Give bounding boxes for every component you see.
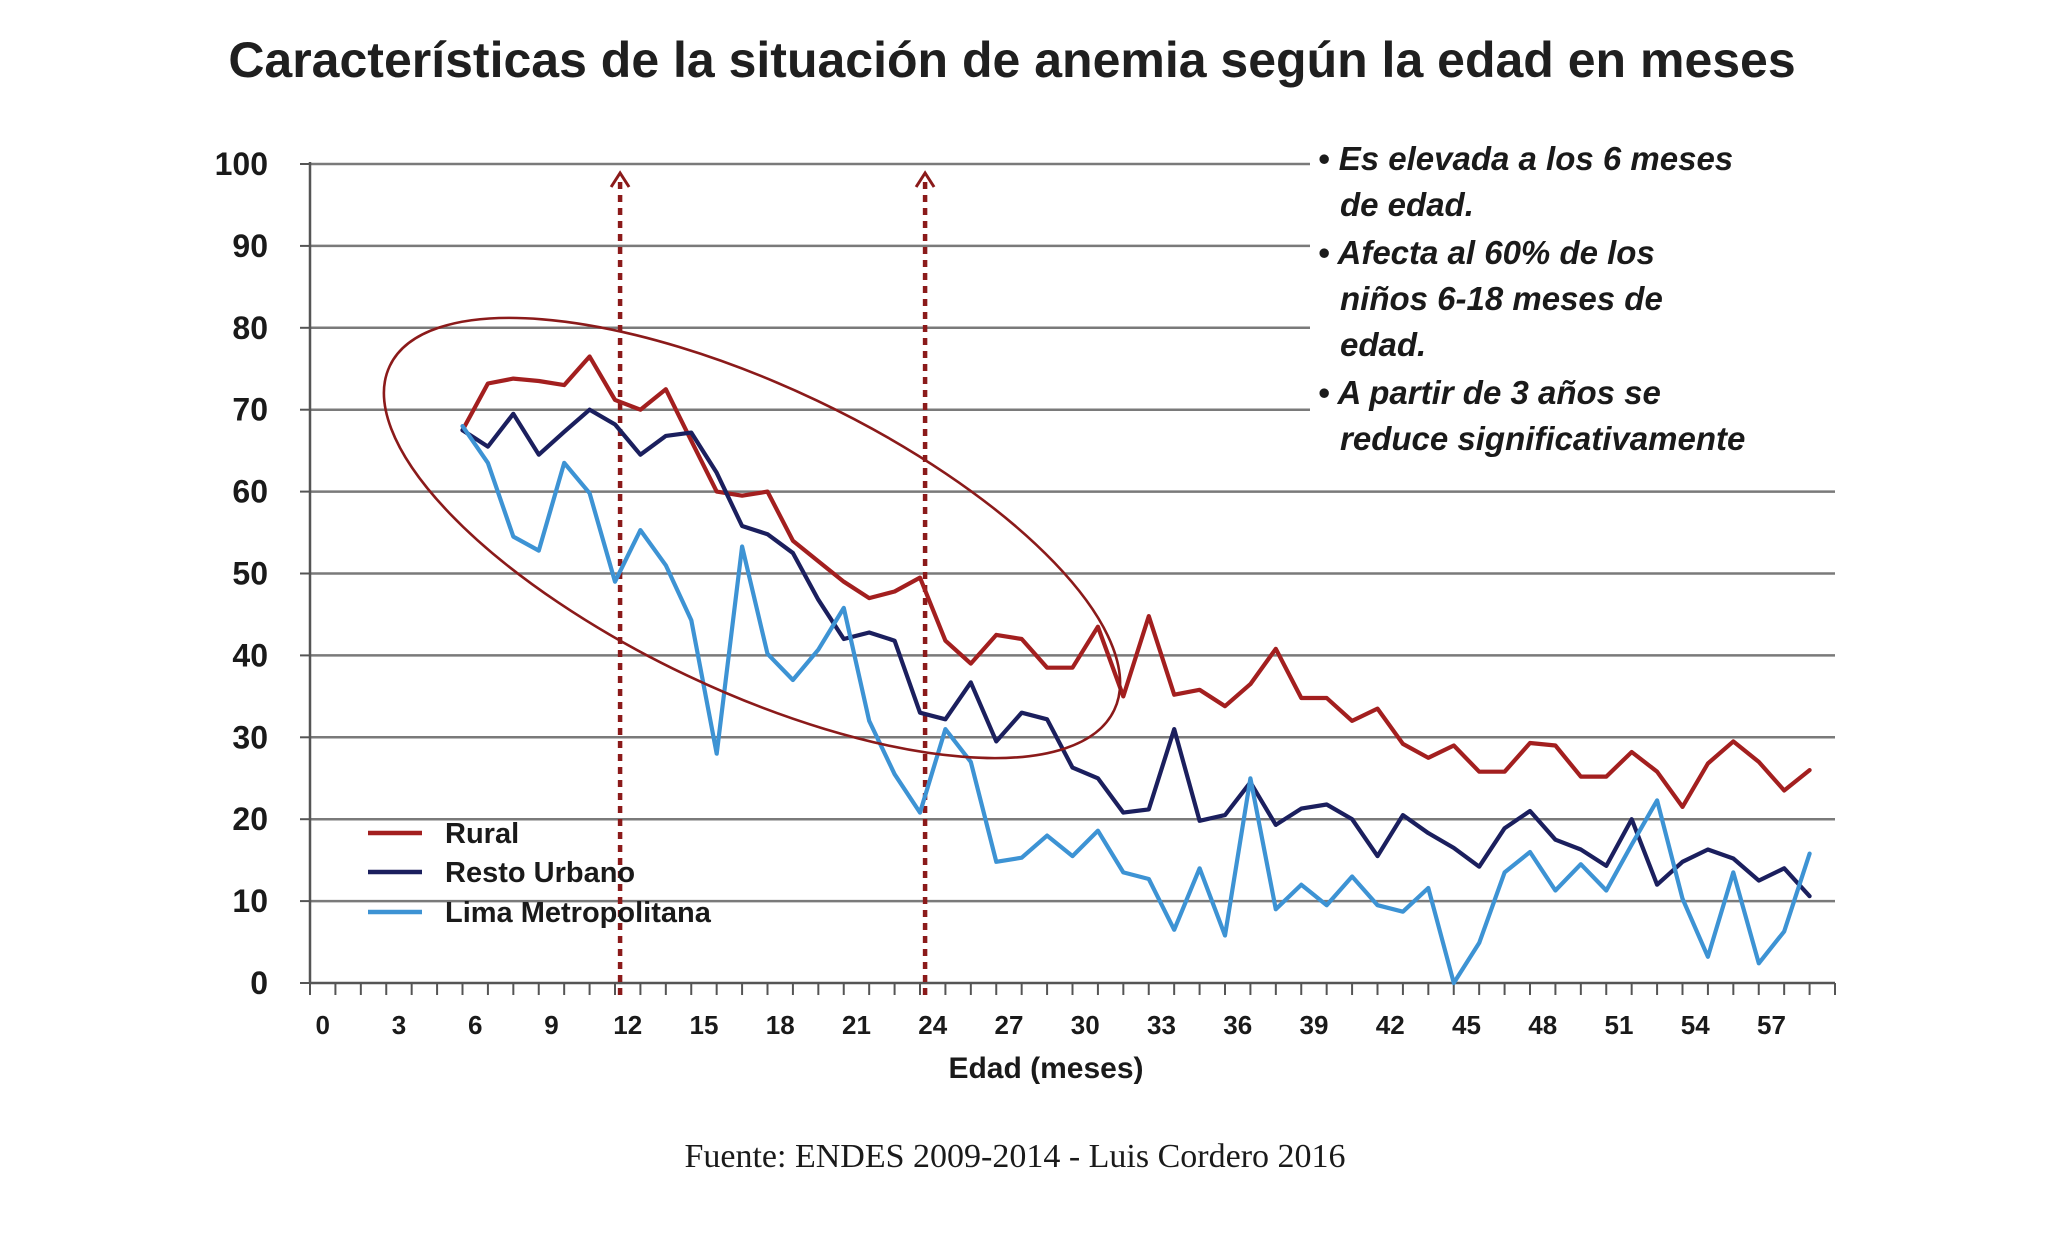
y-axis-tick-labels: 0 10 20 30 40 50 60 70 80 90 100: [215, 146, 268, 1001]
x-tick-label: 39: [1299, 1010, 1328, 1040]
legend-label: Rural: [445, 818, 519, 850]
legend-label: Resto Urbano: [445, 857, 635, 889]
x-tick-label: 51: [1604, 1010, 1633, 1040]
age-marker-lines: [611, 173, 934, 1000]
x-tick-label: 27: [994, 1010, 1023, 1040]
note-line: • A partir de 3 años se: [1318, 374, 1661, 411]
legend-label: Lima Metropolitana: [445, 897, 712, 929]
note-line: edad.: [1340, 326, 1426, 363]
y-tick-label: 0: [250, 965, 268, 1001]
y-tick-label: 20: [232, 801, 268, 837]
note-line: reduce significativamente: [1340, 420, 1745, 457]
x-tick-label: 33: [1147, 1010, 1176, 1040]
x-tick-label: 42: [1376, 1010, 1405, 1040]
x-axis-tick-labels: 0 3 6 9 12 15 18 21 24 27 30 33 36 39 42 45 48 51 54 57: [315, 1010, 1785, 1040]
highlight-ellipse-shape: [325, 229, 1180, 848]
note-line: • Afecta al 60% de los: [1318, 234, 1655, 271]
x-axis-label: Edad (meses): [948, 1052, 1143, 1085]
x-tick-label: 6: [468, 1010, 482, 1040]
x-tick-label: 30: [1071, 1010, 1100, 1040]
source-note: Fuente: ENDES 2009-2014 - Luis Cordero 2…: [684, 1138, 1345, 1175]
chart-title: Características de la situación de anemi…: [228, 32, 1795, 88]
highlight-ellipse: [325, 229, 1180, 848]
x-tick-label: 54: [1681, 1010, 1710, 1040]
annotation-notes: • Es elevada a los 6 meses de edad. • Afec…: [1310, 140, 1790, 460]
x-tick-label: 24: [918, 1010, 947, 1040]
y-tick-label: 40: [232, 637, 268, 673]
x-tick-label: 0: [315, 1010, 329, 1040]
x-tick-label: 18: [766, 1010, 795, 1040]
y-tick-label: 90: [232, 228, 268, 264]
x-tick-label: 45: [1452, 1010, 1481, 1040]
legend: Rural Resto Urbano Lima Metropolitana: [368, 818, 712, 929]
note-line: de edad.: [1340, 186, 1474, 223]
y-tick-label: 70: [232, 392, 268, 428]
y-tick-label: 60: [232, 474, 268, 510]
x-tick-label: 15: [689, 1010, 718, 1040]
x-tick-label: 21: [842, 1010, 871, 1040]
note-line: • Es elevada a los 6 meses: [1318, 140, 1733, 177]
note-line: niños 6-18 meses de: [1340, 280, 1663, 317]
y-tick-label: 50: [232, 556, 268, 592]
y-tick-label: 10: [232, 883, 268, 919]
x-tick-label: 48: [1528, 1010, 1557, 1040]
y-tick-label: 100: [215, 146, 268, 182]
y-tick-label: 80: [232, 310, 268, 346]
x-tick-label: 12: [613, 1010, 642, 1040]
x-tick-label: 3: [392, 1010, 406, 1040]
y-tick-label: 30: [232, 719, 268, 755]
x-tick-label: 9: [544, 1010, 558, 1040]
x-tick-label: 36: [1223, 1010, 1252, 1040]
x-tick-label: 57: [1757, 1010, 1786, 1040]
